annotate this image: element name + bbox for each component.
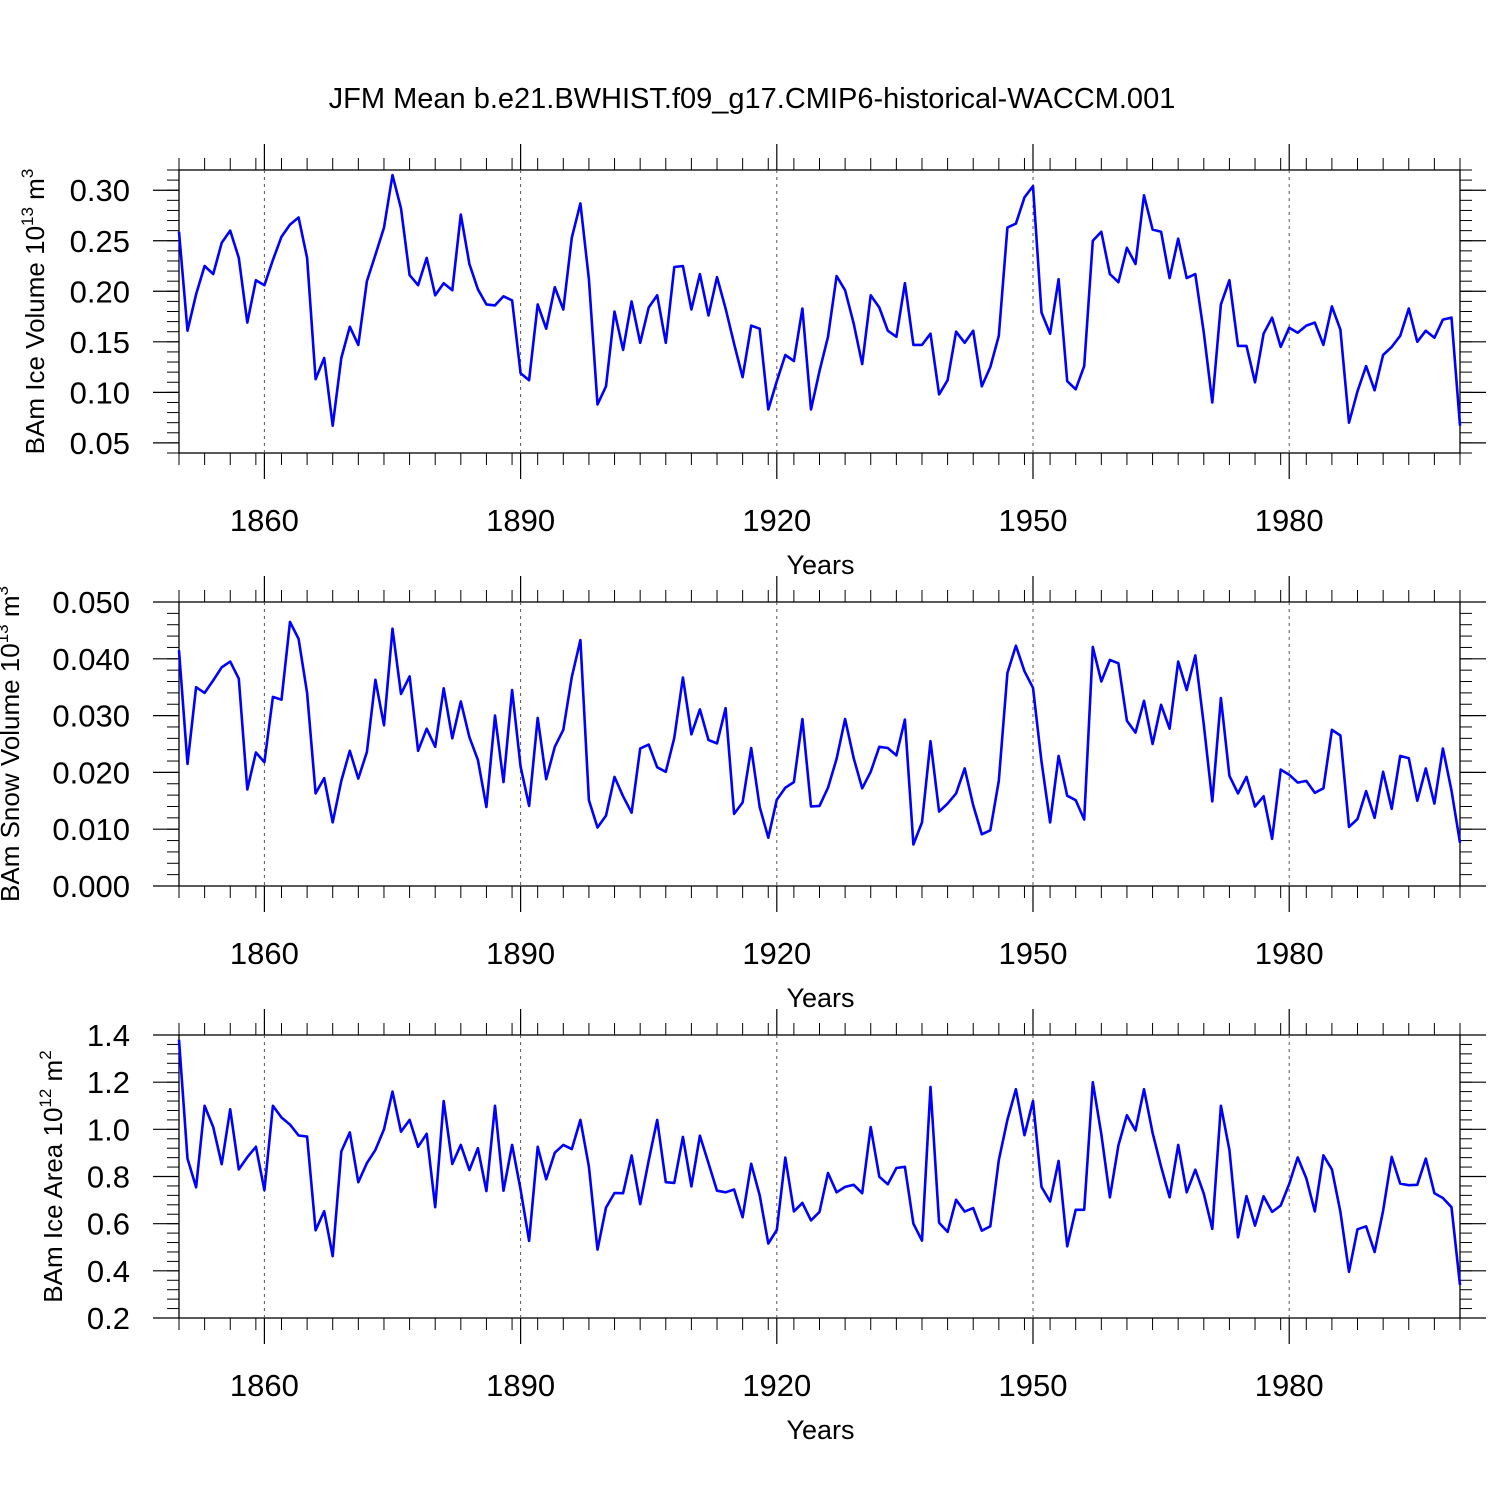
y-tick-label: 0.10 [70,375,130,410]
chart-title: JFM Mean b.e21.BWHIST.f09_g17.CMIP6-hist… [329,83,1176,115]
y-tick-label: 1.2 [87,1065,130,1100]
y-axis-label: BAm Ice Volume 1013 m3 [18,169,50,455]
y-tick-label: 0.25 [70,224,130,259]
y-tick-label: 0.030 [52,699,130,734]
series-line [177,1039,1462,1286]
x-tick-label: 1950 [999,1368,1068,1403]
x-tick-label: 1860 [230,936,299,971]
x-tick-label: 1980 [1255,1368,1324,1403]
x-tick-label: 1890 [486,1368,555,1403]
plot-frame [178,1034,1461,1319]
y-tick-label: 0.6 [87,1207,130,1242]
x-axis-label: Years [786,550,854,580]
y-tick-label: 0.2 [87,1301,130,1336]
series-line [177,620,1462,846]
x-tick-label: 1860 [230,1368,299,1403]
x-tick-label: 1890 [486,936,555,971]
y-tick-label: 1.4 [87,1018,130,1053]
x-tick-label: 1950 [999,936,1068,971]
x-axis-label: Years [786,983,854,1013]
x-axis-label: Years [786,1415,854,1445]
x-tick-label: 1860 [230,503,299,538]
x-tick-label: 1920 [742,936,811,971]
x-tick-label: 1890 [486,503,555,538]
y-tick-label: 0.000 [52,869,130,904]
y-tick-label: 0.05 [70,426,130,461]
plot-frame [178,169,1461,454]
y-axis-label: BAm Ice Area 1012 m2 [36,1050,68,1302]
y-tick-label: 0.8 [87,1160,130,1195]
y-tick-label: 0.15 [70,325,130,360]
chart-panel-1: 1860 1890 1920 1950 1980 Years 0.05 0.10 0.15 0.2… [18,144,1486,580]
x-tick-label: 1920 [742,503,811,538]
chart-panel-2: 1860 1890 1920 1950 1980 Years 0.000 0.010 0.020… [0,576,1486,1013]
y-tick-label: 0.010 [52,812,130,847]
y-tick-label: 0.30 [70,173,130,208]
chart-panel-3: 1860 1890 1920 1950 1980 Years 0.2 0.4 0.6 0.8 1.0… [36,1009,1486,1445]
x-tick-label: 1980 [1255,503,1324,538]
y-axis-label: BAm Snow Volume 1013 m3 [0,586,25,902]
x-tick-label: 1980 [1255,936,1324,971]
x-tick-label: 1920 [742,1368,811,1403]
y-tick-label: 0.040 [52,642,130,677]
y-tick-label: 1.0 [87,1112,130,1147]
series-line [177,173,1462,428]
y-tick-label: 0.020 [52,755,130,790]
y-tick-label: 0.4 [87,1254,130,1289]
y-tick-label: 0.050 [52,585,130,620]
x-tick-label: 1950 [999,503,1068,538]
plot-frame [178,601,1461,887]
y-tick-label: 0.20 [70,274,130,309]
